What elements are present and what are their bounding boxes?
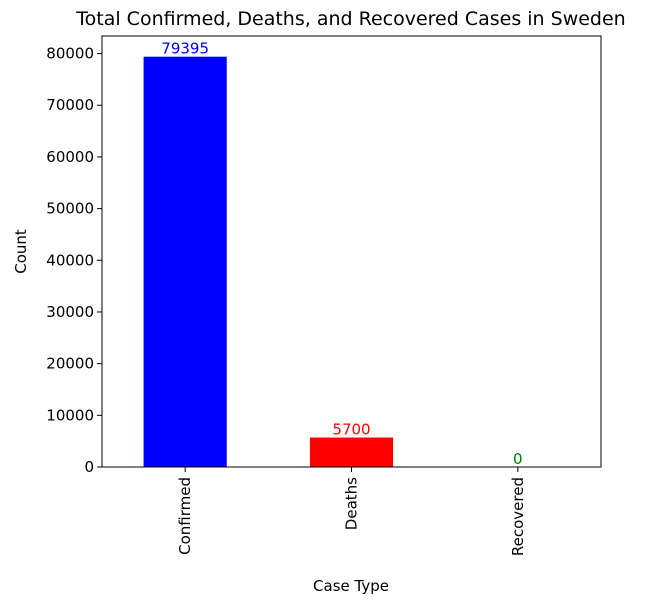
y-tick-label: 20000 [46,355,94,373]
y-tick-label: 0 [84,458,94,476]
x-tick-label-confirmed: Confirmed [176,477,194,555]
bar-confirmed [143,56,227,468]
plot-frame [101,35,602,468]
data-labels: 79395 5700 0 [161,40,522,468]
y-tick-label: 50000 [46,200,94,218]
y-tick-label: 70000 [46,96,94,114]
x-tick-label-recovered: Recovered [509,477,527,556]
y-tick-label: 40000 [46,251,94,269]
bar-deaths [309,437,394,467]
chart-title: Total Confirmed, Deaths, and Recovered C… [75,8,625,30]
data-label-recovered: 0 [513,450,523,468]
y-tick-label: 80000 [46,45,94,63]
bars [143,56,394,468]
y-tick-label: 10000 [46,406,94,424]
y-axis-label: Count [12,229,30,274]
data-label-confirmed: 79395 [161,40,209,58]
x-tick-label-deaths: Deaths [343,477,361,530]
y-axis-ticks: 0 10000 20000 30000 40000 50000 60000 70000 8000… [46,45,102,476]
x-axis-label: Case Type [313,577,389,595]
y-tick-label: 60000 [46,148,94,166]
y-tick-label: 30000 [46,303,94,321]
data-label-deaths: 5700 [332,421,370,439]
x-axis-ticks: Confirmed Deaths Recovered [176,467,527,556]
